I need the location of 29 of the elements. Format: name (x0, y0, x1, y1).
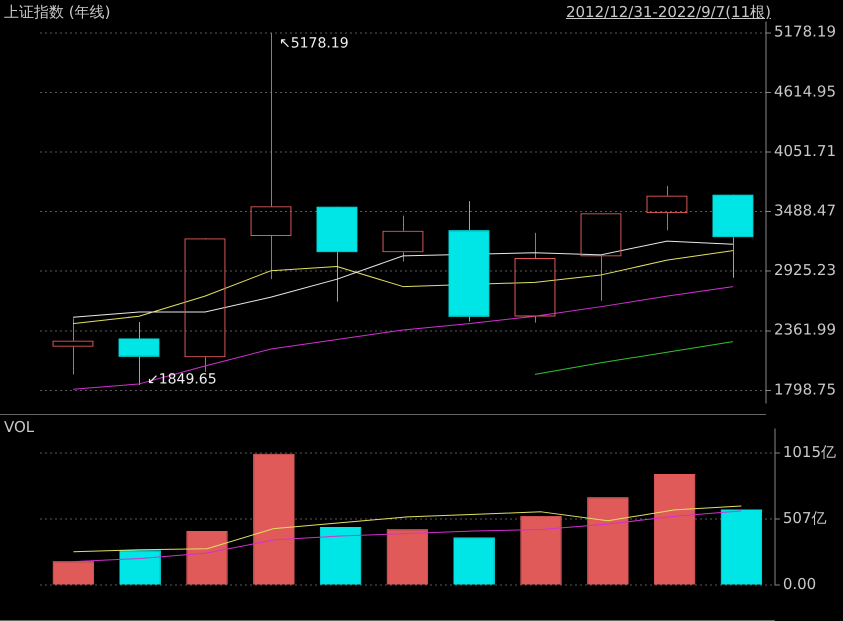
bar (454, 537, 495, 584)
chart-title: 上证指数 (年线) (4, 3, 110, 22)
y-tick-label: 1798.75 (774, 380, 836, 398)
y-tick-label: 2361.99 (774, 320, 836, 339)
y-tick-label: 0.00 (782, 574, 816, 593)
bar (386, 529, 428, 584)
annotation: ↖5178.19 (278, 35, 349, 52)
bar (119, 550, 161, 584)
bar (587, 497, 629, 584)
y-tick-label: 507亿 (782, 508, 826, 527)
candlestick (316, 206, 358, 302)
y-tick-label: 4051.71 (774, 142, 836, 160)
bar (52, 561, 94, 584)
candlestick (712, 194, 754, 278)
chart-title: VOL (4, 418, 34, 436)
bar (720, 509, 762, 584)
candlestick (448, 200, 490, 322)
chart-subtitle: 2012/12/31-2022/9/7(11根) (566, 3, 771, 22)
bar (520, 516, 562, 584)
y-tick-label: 2925.23 (774, 261, 836, 280)
y-tick-label: 4614.95 (774, 82, 836, 100)
bar (253, 454, 295, 584)
bar (186, 531, 228, 584)
y-tick-label: 1015亿 (782, 442, 836, 461)
y-tick-label: 5178.19 (774, 22, 836, 41)
bar (320, 527, 362, 584)
annotation: ↙1849.65 (146, 372, 217, 388)
y-tick-label: 3488.47 (774, 201, 836, 220)
bar (654, 474, 696, 584)
